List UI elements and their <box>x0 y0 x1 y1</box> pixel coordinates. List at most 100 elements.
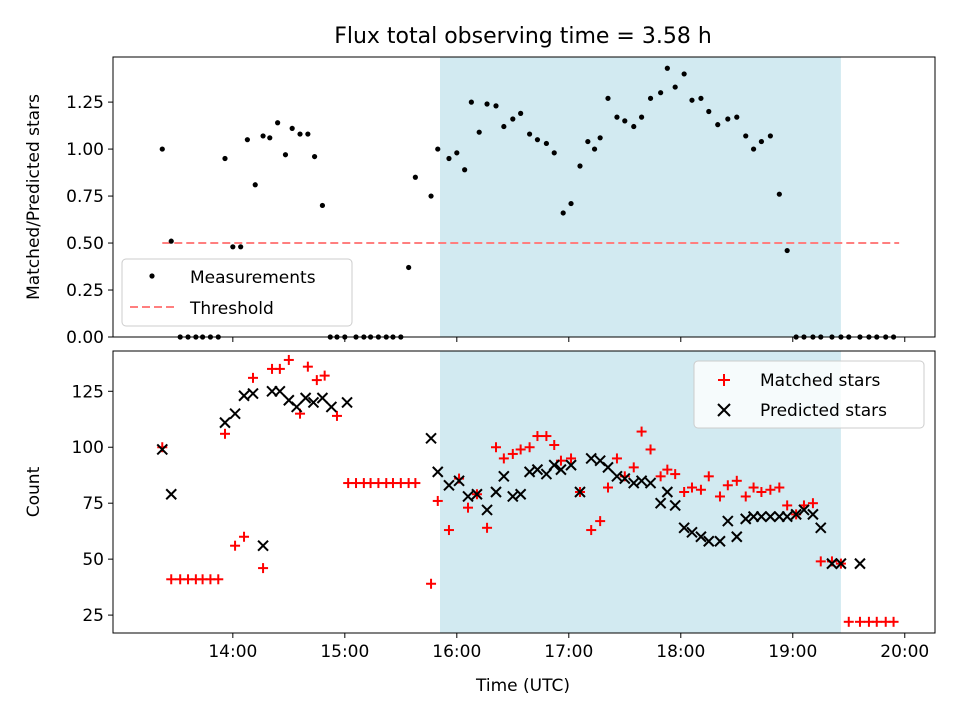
top-legend: Measurements Threshold <box>121 258 353 327</box>
predicted-star-point <box>425 432 437 444</box>
matched-star-point <box>498 453 509 464</box>
measurement-point <box>534 137 541 143</box>
top-y-ticks: 0.00 0.25 0.50 0.75 1.00 1.25 <box>66 93 113 348</box>
matched-star-point <box>532 431 543 442</box>
bottom-y-tick-label: 100 <box>72 438 104 458</box>
measurement-point <box>222 155 228 162</box>
top-y-tick-label: 0.50 <box>66 234 104 254</box>
predicted-star-point <box>798 504 810 516</box>
matched-star-point <box>854 616 865 627</box>
predicted-star-point <box>602 461 614 474</box>
predicted-star-point <box>548 459 560 471</box>
predicted-star-point <box>644 477 657 489</box>
bottom-legend-box <box>693 360 925 429</box>
predicted-star-point <box>585 452 597 465</box>
measurement-point <box>638 114 645 120</box>
measurement-points <box>159 65 897 340</box>
matched-star-point <box>815 556 826 567</box>
measurement-point <box>543 140 549 147</box>
matched-star-point <box>258 563 269 574</box>
measurement-point <box>526 131 533 137</box>
measurement-point <box>698 95 704 101</box>
matched-star-points <box>157 354 899 627</box>
matched-star-point <box>662 464 673 475</box>
top-y-axis-label: Matched/Predicted stars <box>24 94 44 300</box>
predicted-star-point <box>678 522 690 534</box>
predicted-star-point <box>481 504 493 516</box>
measurement-point <box>577 163 583 169</box>
matched-star-point <box>611 453 622 464</box>
measurement-point <box>647 95 654 101</box>
predicted-star-point <box>507 490 519 503</box>
measurement-point <box>435 146 441 152</box>
predicted-star-point <box>611 470 623 483</box>
predicted-star-point <box>781 510 793 523</box>
measurement-point <box>518 110 524 116</box>
predicted-star-point <box>531 463 544 476</box>
predicted-star-points <box>156 385 866 570</box>
predicted-star-point <box>722 515 734 527</box>
measurement-point <box>238 244 244 250</box>
predicted-star-point <box>835 557 847 570</box>
matched-star-point <box>765 484 776 495</box>
bottom-x-tick-label: 14:00 <box>208 642 257 662</box>
matched-star-point <box>239 531 250 542</box>
predicted-star-point <box>790 508 802 521</box>
bottom-y-ticks: 25 50 75 100 125 <box>72 382 113 626</box>
measurement-point <box>244 137 250 143</box>
matched-star-point <box>843 616 854 627</box>
measurement-point <box>412 174 418 180</box>
legend-measurements-marker <box>149 273 155 279</box>
matched-star-point <box>219 428 230 439</box>
predicted-star-point <box>807 508 819 521</box>
matched-star-point <box>695 484 706 495</box>
predicted-star-point <box>628 477 640 489</box>
measurement-point <box>493 103 499 109</box>
matched-star-point <box>740 491 751 502</box>
matched-star-point <box>432 495 443 506</box>
measurement-point <box>282 152 289 158</box>
predicted-star-point <box>274 385 286 397</box>
predicted-star-point <box>453 475 465 487</box>
matched-star-point <box>283 354 294 365</box>
measurement-point <box>510 116 516 122</box>
measurement-point <box>462 167 468 173</box>
bottom-panel: 25 50 75 100 125 14:00 15:00 16:00 17:00 18:00 19… <box>24 350 936 696</box>
measurement-point <box>289 125 295 132</box>
top-panel: 0.00 0.25 0.50 0.75 1.00 1.25 Matched/Predict… <box>24 56 936 348</box>
measurement-point <box>605 95 611 101</box>
matched-star-point <box>524 442 535 453</box>
predicted-star-point <box>654 497 667 509</box>
predicted-star-point <box>219 416 231 429</box>
predicted-star-point <box>740 513 752 525</box>
predicted-star-point <box>432 466 444 478</box>
measurement-point <box>560 210 566 216</box>
matched-star-point <box>331 410 342 421</box>
matched-star-point <box>230 540 241 551</box>
bottom-y-tick-label: 50 <box>82 550 104 570</box>
predicted-star-point <box>764 510 777 523</box>
predicted-star-point <box>619 472 631 485</box>
matched-star-point <box>274 363 285 374</box>
matched-star-point <box>311 375 322 386</box>
bottom-y-tick-label: 125 <box>72 382 104 402</box>
measurement-point <box>681 71 687 77</box>
matched-star-point <box>541 431 552 442</box>
measurement-point <box>501 123 507 130</box>
chart-title: Flux total observing time = 3.58 h <box>334 24 712 49</box>
top-axes-frame <box>112 56 936 338</box>
matched-star-point <box>602 482 613 493</box>
predicted-star-point <box>815 522 827 534</box>
top-observing-window <box>440 57 841 337</box>
matched-star-point <box>628 462 639 473</box>
bottom-x-tick-label: 15:00 <box>320 642 369 662</box>
matched-star-point <box>748 482 759 493</box>
predicted-star-point <box>514 488 527 500</box>
legend-predicted-marker <box>717 403 731 417</box>
legend-predicted-label: Predicted stars <box>760 401 887 421</box>
predicted-star-point <box>307 396 320 409</box>
predicted-star-point <box>165 488 177 500</box>
matched-star-point <box>507 448 518 459</box>
matched-star-point <box>782 500 793 511</box>
predicted-star-point <box>325 401 338 413</box>
